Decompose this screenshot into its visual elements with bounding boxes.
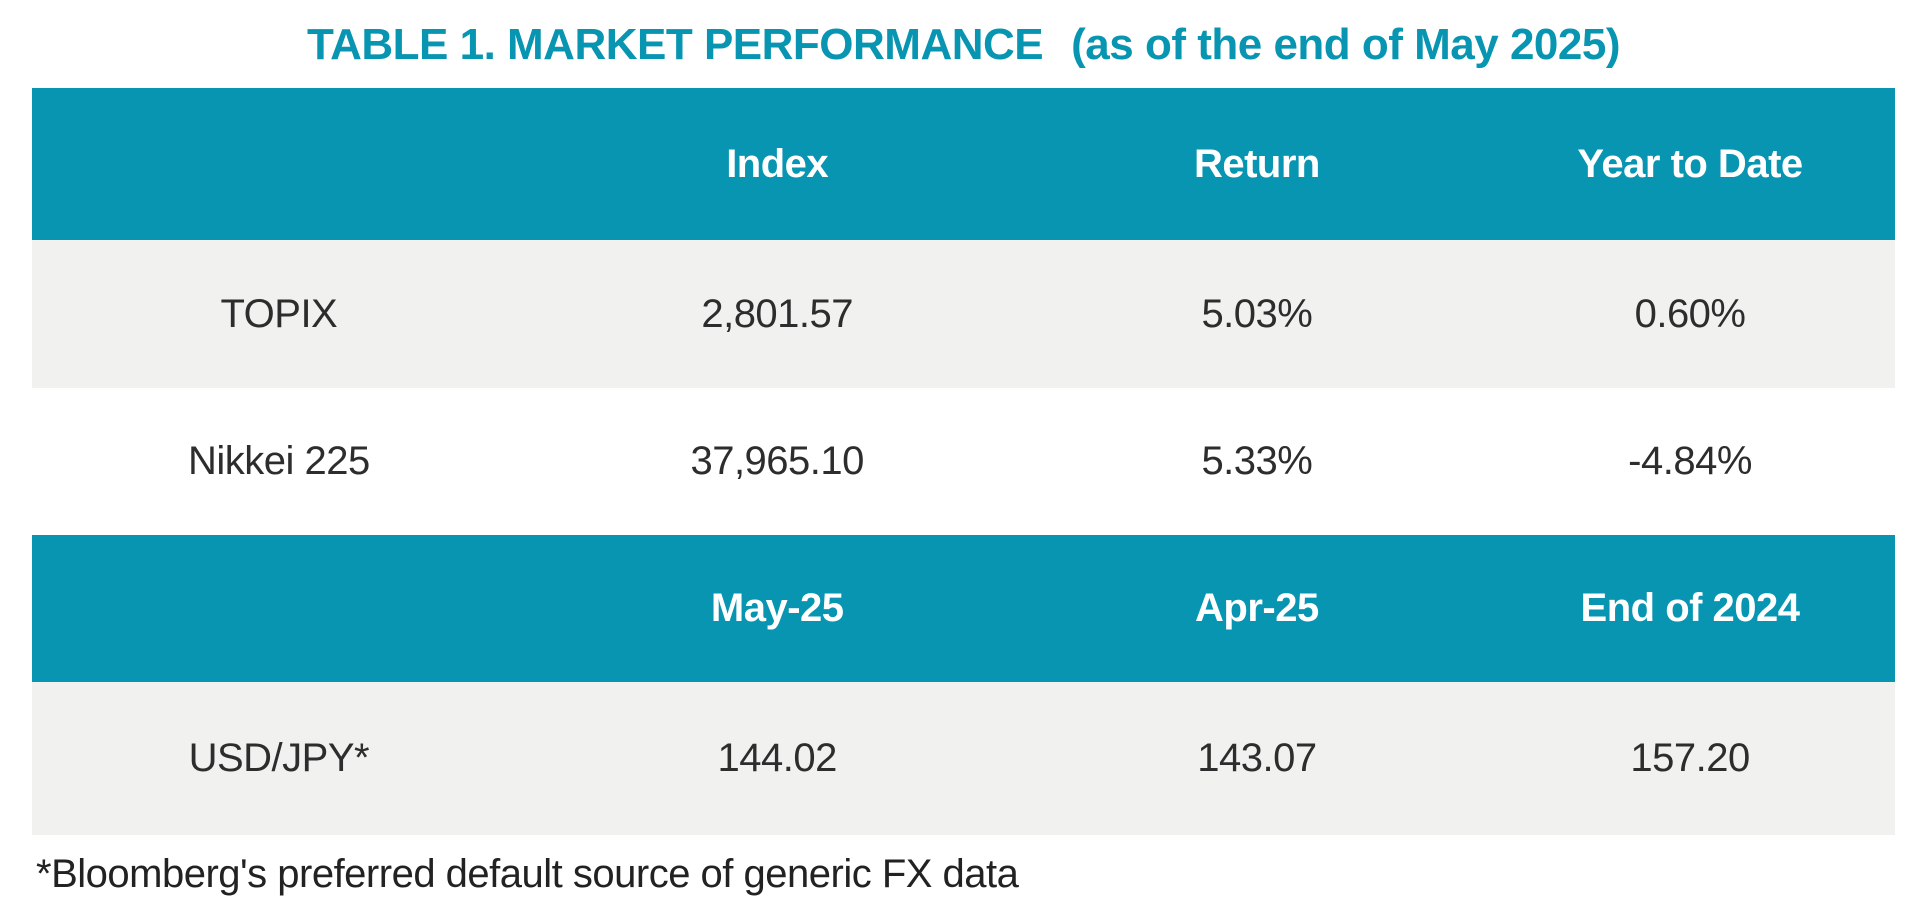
topix-return-value: 5.03% (1201, 291, 1313, 336)
nikkei-return-value: 5.33% (1201, 439, 1313, 483)
usdjpy-apr25-value: 143.07 (1197, 736, 1317, 780)
topix-index-value: 2,801.57 (701, 291, 854, 336)
table-row-topix: TOPIX 2,801.57 5.03% 0.60% (32, 240, 1895, 388)
header-cell-blank (32, 88, 526, 240)
market-performance-table: Index Return Year to Date TOPIX 2,801.57… (32, 88, 1895, 835)
page-title-suffix: (as of the end of May 2025) (1071, 20, 1620, 69)
topix-ytd-value: 0.60% (1634, 291, 1746, 336)
fx-header-cell-apr25: Apr-25 (1195, 586, 1319, 630)
nikkei-index-value: 37,965.10 (690, 439, 864, 483)
fx-header-cell-end-of-2024: End of 2024 (1580, 586, 1801, 630)
page-title-main: TABLE 1. MARKET PERFORMANCE (307, 20, 1044, 69)
row-label-usdjpy: USD/JPY* (188, 736, 370, 780)
row-label-topix: TOPIX (220, 291, 338, 336)
header-cell-return: Return (1193, 141, 1320, 186)
nikkei-ytd-value: -4.84% (1628, 439, 1752, 483)
table-header-row-index: Index Return Year to Date (32, 88, 1895, 240)
header-cell-year-to-date: Year to Date (1577, 141, 1803, 186)
row-label-nikkei: Nikkei 225 (187, 439, 370, 483)
page-title: TABLE 1. MARKET PERFORMANCE (as of the e… (32, 20, 1895, 70)
fx-header-cell-may25: May-25 (710, 586, 844, 630)
usdjpy-may25-value: 144.02 (717, 736, 838, 780)
header-cell-index: Index (726, 141, 829, 186)
usdjpy-end2024-value: 157.20 (1630, 736, 1750, 780)
table-row-nikkei: Nikkei 225 37,965.10 5.33% -4.84% (32, 388, 1895, 535)
fx-header-cell-blank (32, 535, 526, 682)
table-row-usdjpy: USD/JPY* 144.02 143.07 157.20 (32, 682, 1895, 835)
table-header-row-fx: May-25 Apr-25 End of 2024 (32, 535, 1895, 682)
bloomberg-footnote: *Bloomberg's preferred default source of… (36, 852, 1019, 896)
